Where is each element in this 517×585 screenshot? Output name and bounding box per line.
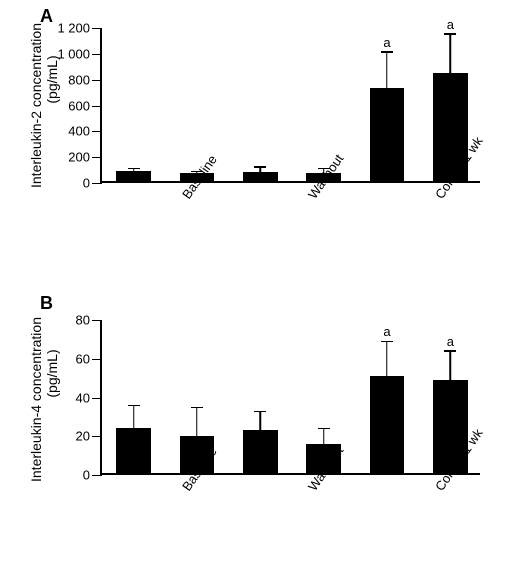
ytick-label: 0 <box>83 468 90 483</box>
ytick-label: 40 <box>76 390 90 405</box>
ytick-label: 1 000 <box>57 46 90 61</box>
bar-group <box>243 318 278 473</box>
xtick-label: Washout <box>305 193 317 202</box>
error-cap <box>128 405 140 407</box>
xtick-label: Control/1 wk <box>432 193 444 202</box>
ytick <box>92 80 102 81</box>
ytick-label: 20 <box>76 429 90 444</box>
bar <box>433 73 468 182</box>
ytick-label: 200 <box>68 150 90 165</box>
bar-group <box>116 318 151 473</box>
bar-group: a <box>433 318 468 473</box>
ytick-label: 0 <box>83 176 90 191</box>
error-cap <box>381 341 393 343</box>
error-bar <box>133 405 135 428</box>
error-cap <box>254 411 266 413</box>
bar <box>116 171 151 181</box>
ylabel-b: Interleukin-4 concentration (pg/mL) <box>28 317 60 482</box>
error-cap <box>444 33 456 35</box>
bar <box>180 173 215 181</box>
error-bar <box>323 428 325 444</box>
bar-group <box>180 26 215 181</box>
ylabel-b-line1: Interleukin-4 concentration <box>28 317 44 482</box>
significance-marker: a <box>383 35 390 50</box>
xtick-label: Washout <box>305 485 317 494</box>
error-cap <box>191 171 203 173</box>
bar-group <box>180 318 215 473</box>
error-cap <box>318 168 330 170</box>
error-cap <box>318 428 330 430</box>
ytick <box>92 131 102 132</box>
error-cap <box>191 407 203 409</box>
bar <box>243 172 278 181</box>
bar <box>306 444 341 473</box>
bar-group <box>306 318 341 473</box>
ytick-label: 400 <box>68 124 90 139</box>
bar <box>370 376 405 473</box>
ylabel-b-line2: (pg/mL) <box>44 317 60 430</box>
ytick <box>92 398 102 399</box>
ytick <box>92 157 102 158</box>
ytick <box>92 359 102 360</box>
plot-area-a: 02004006008001 0001 200BaselineWashoutCo… <box>100 28 480 183</box>
panel-b: B Interleukin-4 concentration (pg/mL) 02… <box>0 290 517 585</box>
ytick <box>92 54 102 55</box>
ytick <box>92 475 102 476</box>
plot-area-b: 020406080BaselineWashoutControl/1 wkCont… <box>100 320 480 475</box>
error-bar <box>260 411 262 430</box>
ytick-label: 600 <box>68 98 90 113</box>
bar <box>116 428 151 473</box>
bar-group: a <box>370 26 405 181</box>
error-cap <box>381 51 393 53</box>
error-cap <box>128 168 140 170</box>
bar <box>306 173 341 181</box>
error-bar <box>386 341 388 376</box>
ytick <box>92 436 102 437</box>
bar <box>243 430 278 473</box>
bar <box>433 380 468 473</box>
significance-marker: a <box>383 324 390 339</box>
xtick-label: Control/1 wk <box>432 485 444 494</box>
ytick <box>92 106 102 107</box>
significance-marker: a <box>447 334 454 349</box>
figure: A Interleukin-2 concentration (pg/mL) 02… <box>0 0 517 585</box>
bar-group <box>243 26 278 181</box>
ytick <box>92 28 102 29</box>
panel-label-b: B <box>40 293 53 314</box>
ytick <box>92 183 102 184</box>
error-bar <box>450 34 452 73</box>
ylabel-a-line2: (pg/mL) <box>44 23 60 136</box>
bar <box>370 88 405 181</box>
error-bar <box>196 407 198 436</box>
error-bar <box>386 52 388 88</box>
ylabel-a: Interleukin-2 concentration (pg/mL) <box>28 23 60 188</box>
error-cap <box>444 350 456 352</box>
panel-a: A Interleukin-2 concentration (pg/mL) 02… <box>0 0 517 290</box>
xtick-label: Baseline <box>179 193 191 202</box>
error-bar <box>450 351 452 380</box>
xtick-label: Baseline <box>179 485 191 494</box>
bar-group <box>306 26 341 181</box>
ylabel-a-line1: Interleukin-2 concentration <box>28 23 44 188</box>
ytick <box>92 320 102 321</box>
significance-marker: a <box>447 17 454 32</box>
error-cap <box>254 166 266 168</box>
ytick-label: 1 200 <box>57 21 90 36</box>
bar-group <box>116 26 151 181</box>
bar-group: a <box>370 318 405 473</box>
ytick-label: 800 <box>68 72 90 87</box>
ytick-label: 80 <box>76 313 90 328</box>
ytick-label: 60 <box>76 351 90 366</box>
bar-group: a <box>433 26 468 181</box>
bar <box>180 436 215 473</box>
